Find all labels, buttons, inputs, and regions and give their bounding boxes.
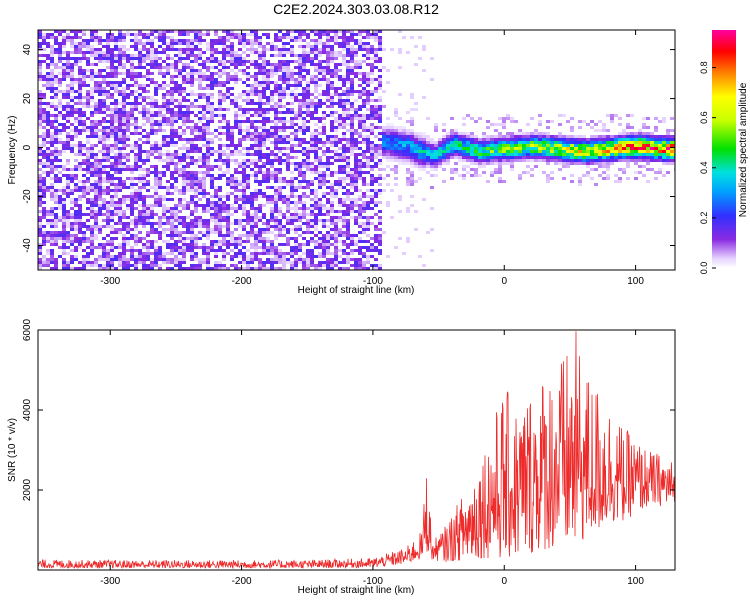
snr-frame xyxy=(37,329,676,571)
snr-series xyxy=(38,331,675,570)
colorbar-tick-label: 0.0 xyxy=(699,262,709,275)
x-tick-label: 100 xyxy=(627,276,644,287)
snr-ticks: -300 -200 -100 0 100 2000 4000 6000 xyxy=(22,318,675,587)
x-tick-label: -200 xyxy=(232,276,252,287)
y-tick-label: 6000 xyxy=(22,318,33,341)
colorbar-tick-label: 0.4 xyxy=(699,162,709,175)
snr-x-label: Height of straight line (km) xyxy=(298,585,415,596)
y-tick-label: -20 xyxy=(22,189,33,204)
colorbar: 0.0 0.2 0.4 0.6 0.8 Normalized spectral ampl… xyxy=(699,30,749,274)
colorbar-tick-label: 0.8 xyxy=(699,61,709,74)
y-tick-label: 2000 xyxy=(22,478,33,501)
x-tick-label: -100 xyxy=(363,276,383,287)
spectrogram-frame xyxy=(37,29,676,271)
snr-y-label: SNR (10 * v/v) xyxy=(7,418,18,482)
y-tick-label: 40 xyxy=(22,44,33,56)
colorbar-tick-label: 0.2 xyxy=(699,212,709,225)
figure-title: C2E2.2024.303.03.08.R12 xyxy=(273,1,439,17)
colorbar-ticks: 0.0 0.2 0.4 0.6 0.8 xyxy=(699,61,716,274)
heatmap-cells xyxy=(38,30,675,270)
x-tick-label: -100 xyxy=(363,576,383,587)
y-tick-label: 4000 xyxy=(22,398,33,421)
colorbar-label: Normalized spectral amplitude xyxy=(738,82,749,217)
colorbar-tick-label: 0.6 xyxy=(699,111,709,124)
snr-chart: -300 -200 -100 0 100 2000 4000 6000 Height of s… xyxy=(7,318,676,596)
x-tick-label: 0 xyxy=(501,276,507,287)
x-tick-label: 0 xyxy=(501,576,507,587)
y-tick-label: 0 xyxy=(22,144,33,150)
spectrogram-y-label: Frequency (Hz) xyxy=(7,116,18,185)
x-tick-label: -300 xyxy=(100,276,120,287)
spectrogram-x-label: Height of straight line (km) xyxy=(298,285,415,296)
x-tick-label: -300 xyxy=(100,576,120,587)
y-tick-label: 20 xyxy=(22,93,33,105)
snr-line xyxy=(38,331,675,570)
x-tick-label: 100 xyxy=(627,576,644,587)
x-tick-label: -200 xyxy=(232,576,252,587)
y-tick-label: -40 xyxy=(22,238,33,253)
colorbar-gradient xyxy=(712,30,736,268)
